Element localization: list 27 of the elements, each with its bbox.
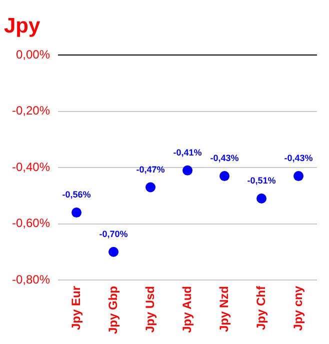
x-tick-label: Jpy Gbp: [106, 286, 120, 334]
point: [146, 182, 156, 192]
x-tick-label: Jpy cny: [290, 286, 305, 331]
data-label: -0,51%: [247, 175, 276, 186]
y-tick-label: -0,40%: [12, 160, 50, 174]
y-tick-label: -0,80%: [12, 272, 50, 286]
x-tick-label: Jpy Nzd: [216, 286, 231, 332]
point: [220, 171, 230, 182]
y-tick-label: -0,60%: [12, 216, 50, 230]
data-label: -0,56%: [62, 190, 91, 200]
data-label: -0,43%: [210, 153, 239, 164]
point: [72, 208, 82, 218]
point: [108, 246, 119, 257]
data-label: -0,70%: [99, 228, 128, 239]
data-label: -0,43%: [284, 153, 313, 164]
y-tick-label: -0,20%: [12, 104, 50, 118]
data-label: -0,41%: [173, 147, 202, 158]
chart-title: Jpy: [4, 14, 41, 38]
data-label: -0,47%: [136, 164, 165, 174]
y-tick-label: 0,00%: [16, 48, 50, 62]
x-tick-label: Jpy Usd: [142, 286, 157, 333]
point: [294, 171, 304, 182]
x-tick-label: Jpy Eur: [68, 286, 83, 330]
point: [256, 194, 267, 204]
x-tick-label: Jpy Aud: [180, 286, 194, 333]
point: [182, 165, 193, 176]
x-tick-label: Jpy Chf: [254, 285, 268, 330]
